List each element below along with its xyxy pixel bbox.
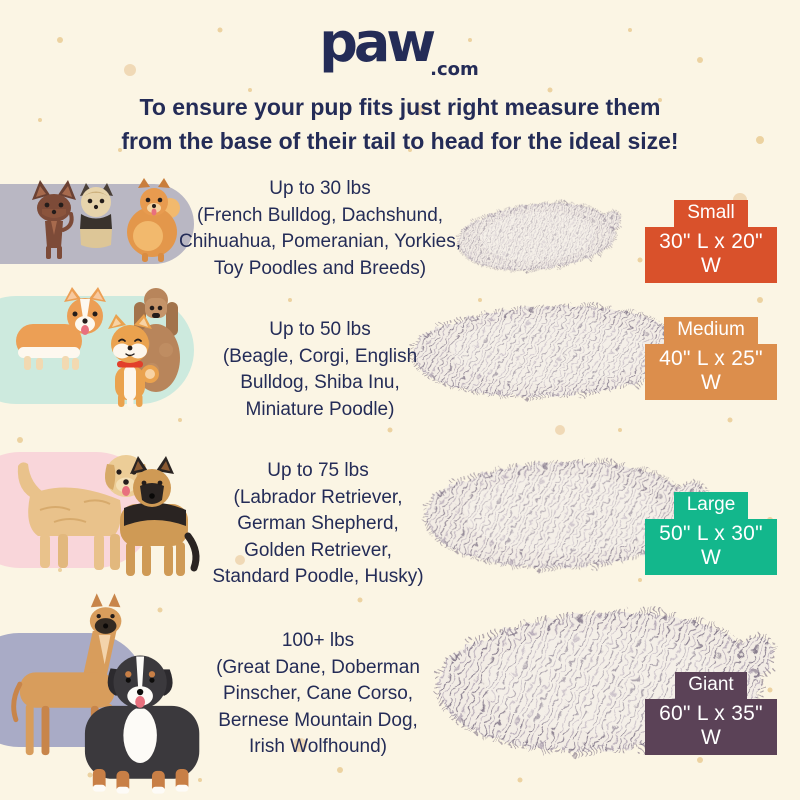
size-name-giant: Giant — [675, 672, 747, 699]
size-badge-large: Large 50" L x 30" W — [645, 492, 777, 575]
shiba-inu-icon — [108, 314, 159, 407]
headline-text: To ensure your pup fits just right measu… — [121, 94, 679, 154]
size-dimensions-small: 30" L x 20" W — [645, 227, 777, 283]
breed-list-small: (French Bulldog, Dachshund, Chihuahua, P… — [178, 204, 462, 279]
size-name-small: Small — [674, 200, 748, 227]
corgi-icon — [16, 287, 106, 370]
size-dimensions-medium: 40" L x 25" W — [645, 344, 777, 400]
large-breeds-illustration — [17, 455, 200, 576]
breed-list-giant: (Great Dane, Doberman Pinscher, Cane Cor… — [216, 656, 420, 758]
size-dimensions-giant: 60" L x 35" W — [645, 699, 777, 755]
small-breeds-illustration — [32, 178, 180, 262]
logo-tld: .com — [430, 59, 479, 80]
dog-bed-small — [450, 187, 630, 289]
medium-breeds-illustration — [16, 287, 180, 407]
breed-list-large: (Labrador Retriever, German Shepherd, Go… — [212, 486, 424, 588]
chihuahua-icon — [32, 180, 76, 259]
german-shepherd-icon — [120, 456, 200, 576]
logo-wordmark: paw — [319, 11, 436, 74]
bernese-mountain-dog-icon — [84, 655, 200, 794]
size-dimensions-large: 50" L x 30" W — [645, 519, 777, 575]
weight-label-giant: 100+ lbs — [281, 630, 355, 651]
weight-label-small: Up to 30 lbs — [269, 178, 371, 199]
breed-list-medium: (Beagle, Corgi, English Bulldog, Shiba I… — [222, 345, 418, 420]
pomeranian-icon — [127, 178, 180, 262]
paw-com-logo: paw.com — [0, 16, 800, 79]
weight-label-large: Up to 75 lbs — [267, 460, 369, 481]
yorkshire-terrier-icon — [80, 183, 113, 248]
size-badge-medium: Medium 40" L x 25" W — [645, 317, 777, 400]
giant-breeds-illustration — [11, 593, 200, 794]
size-name-medium: Medium — [664, 317, 758, 344]
size-name-large: Large — [673, 492, 749, 519]
weight-label-medium: Up to 50 lbs — [269, 319, 371, 340]
size-badge-giant: Giant 60" L x 35" W — [645, 672, 777, 755]
size-badge-small: Small 30" L x 20" W — [645, 200, 777, 283]
